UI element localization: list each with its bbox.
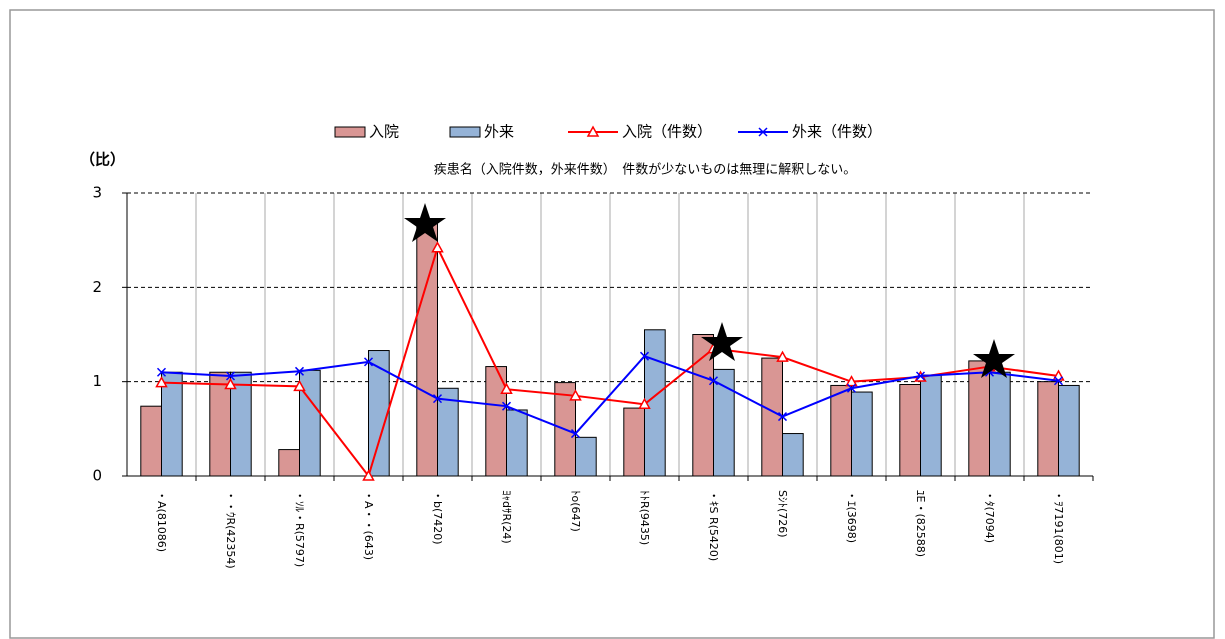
y-tick-label: 2 [92, 278, 102, 296]
bar [230, 371, 252, 477]
line-marker [845, 375, 858, 387]
x-tick-label: ・A(81086) [155, 490, 168, 552]
line-marker [363, 357, 374, 367]
subtitle: 疾患名（入院件数，外来件数） 件数が少ないものは無理に解釈しない。 [434, 162, 857, 178]
legend-swatch [334, 126, 366, 138]
bar [278, 449, 300, 477]
star [973, 339, 1015, 378]
x-tick-label: ・ｦ7191(801) [1052, 490, 1065, 564]
star [404, 203, 446, 242]
bar [140, 405, 163, 477]
bar [368, 350, 390, 477]
line-marker [1053, 376, 1064, 386]
bar [899, 383, 921, 477]
line-marker [846, 383, 857, 393]
bar [437, 387, 459, 477]
line-marker [915, 371, 926, 381]
plot: 0 1 2 3 ・A(81086) ・・ｳR(42354) ・ｿﾙ・R(5797) ・A・・(… [92, 184, 1094, 569]
x-tick-label: ・・ｳR(42354) [224, 490, 237, 569]
line-marker [225, 371, 236, 381]
line-marker [501, 401, 512, 411]
line-marker [638, 397, 651, 410]
line-marker [224, 377, 237, 390]
line-marker [570, 429, 581, 439]
y-axis-label: （比） [80, 151, 125, 169]
x-tick-label: ・ﾀ(7094) [983, 490, 996, 543]
bar [161, 371, 183, 477]
x-tick-label: ﾄo(647) [569, 490, 582, 532]
y-tick-label: 0 [92, 467, 102, 485]
legend-swatch [449, 126, 481, 138]
bar [713, 368, 735, 477]
bar [1058, 384, 1080, 477]
bar [1037, 381, 1060, 477]
line-marker [776, 350, 789, 362]
star [701, 322, 743, 361]
line-marker [294, 366, 305, 376]
line-marker [569, 389, 582, 401]
x-tick-label: ﾕE・(82588) [914, 490, 927, 557]
line-marker [500, 382, 513, 394]
line-marker [293, 379, 306, 392]
bar [506, 409, 528, 477]
legend-label: 入院（件数） [622, 123, 712, 141]
x-tick-label: ・A・・(643) [362, 490, 375, 560]
bar [830, 384, 852, 477]
line-marker [431, 241, 444, 253]
x-tick-label: ・ｷS R(5420) [707, 490, 720, 561]
bar [761, 357, 783, 477]
x-tick-label: ﾄﾄR(9435) [638, 490, 651, 545]
annotations [404, 203, 1015, 378]
x-tick-label: ・ｴ(3698) [845, 490, 858, 543]
line-marker [432, 394, 443, 404]
bar [968, 360, 990, 477]
legend-label: 外来 [484, 123, 514, 141]
bar [782, 433, 804, 477]
line-marker [362, 469, 375, 481]
y-tick-label: 1 [92, 372, 102, 390]
bar [920, 374, 942, 477]
x-tick-label: ・b(7420) [431, 490, 444, 545]
legend: 入院 外来 入院（件数） 外来（件数） [334, 123, 882, 141]
line-marker [155, 376, 168, 388]
x-tick-label: Sｼﾄ(726) [776, 490, 789, 538]
line-marker [777, 412, 788, 422]
legend-label: 入院 [369, 123, 399, 141]
y-tick-label: 3 [92, 184, 102, 202]
bar [851, 391, 873, 477]
legend-label: 外来（件数） [792, 123, 882, 141]
frame [9, 9, 1215, 639]
line-marker [639, 351, 650, 361]
bar [623, 407, 645, 477]
line-marker [708, 376, 719, 386]
line-marker [156, 367, 167, 377]
x-tick-label: ﾖｬdｻR(24) [500, 490, 513, 544]
line-marker [586, 125, 600, 137]
line-marker [758, 127, 768, 137]
bar [989, 371, 1011, 477]
series-line [161, 355, 1059, 435]
x-tick-label: ・ｿﾙ・R(5797) [293, 490, 306, 567]
bar [575, 436, 597, 477]
